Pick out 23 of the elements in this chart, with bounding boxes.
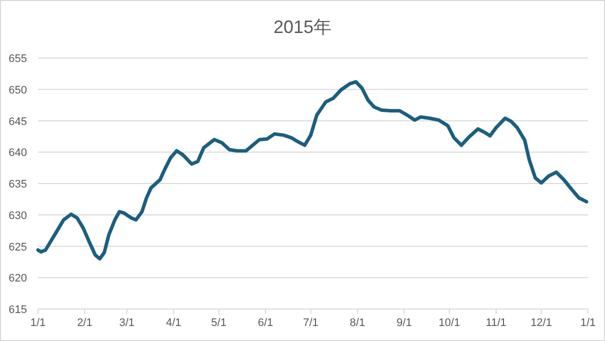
- xtick: 4/1: [166, 317, 182, 329]
- ytick: 655: [8, 53, 27, 65]
- xtick: 12/1: [530, 317, 552, 329]
- xtick: 1/1: [30, 317, 46, 329]
- xtick: 7/1: [303, 317, 318, 329]
- ytick: 640: [8, 147, 27, 160]
- xtick: 6/1: [258, 317, 274, 329]
- ytick: 650: [8, 84, 27, 96]
- xtick: 1/1: [580, 317, 596, 329]
- ytick: 645: [8, 116, 27, 128]
- xtick: 5/1: [211, 317, 226, 329]
- xtick: 8/1: [350, 317, 366, 329]
- ytick: 635: [8, 178, 27, 190]
- ytick: 620: [8, 272, 27, 285]
- xtick: 3/1: [119, 317, 135, 329]
- xtick: 2/1: [77, 317, 92, 329]
- xtick: 10/1: [438, 317, 460, 329]
- xtick: 9/1: [396, 317, 412, 329]
- title: 2015年: [273, 17, 332, 37]
- ytick: 625: [8, 241, 27, 254]
- ytick: 630: [8, 210, 27, 222]
- xtick: 11/1: [486, 317, 506, 329]
- ytick: 615: [8, 304, 27, 316]
